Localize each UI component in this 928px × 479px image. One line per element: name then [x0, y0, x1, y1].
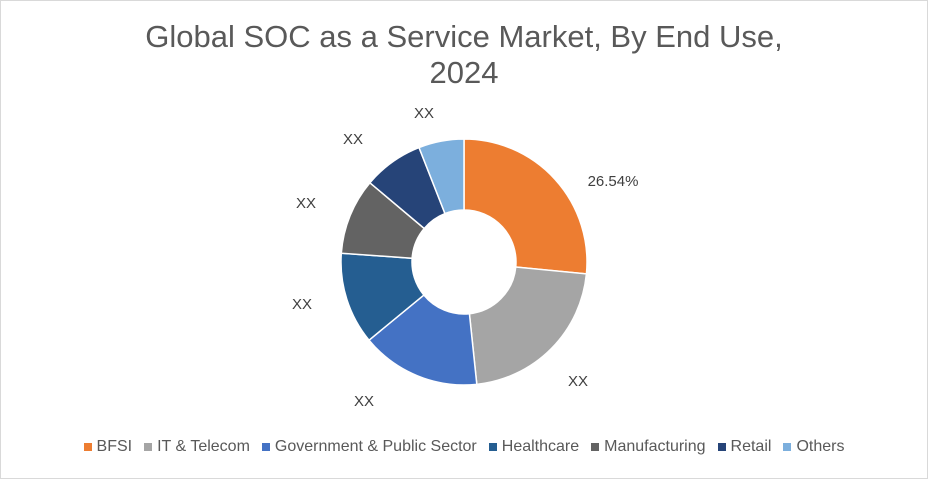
legend: BFSI IT & Telecom Government & Public Sect…	[1, 438, 927, 456]
legend-swatch	[488, 443, 497, 451]
chart-title-line-2: 2024	[429, 55, 499, 90]
legend-label: Retail	[730, 438, 772, 455]
data-label: XX	[292, 296, 312, 313]
legend-label: Others	[796, 438, 845, 455]
slice-others	[418, 138, 465, 215]
legend-swatch	[261, 443, 270, 451]
legend-label: Healthcare	[501, 438, 580, 455]
legend-label: BFSI	[96, 438, 133, 455]
data-label: XX	[354, 393, 374, 410]
legend-item: BFSI	[83, 438, 133, 456]
legend-item: Healthcare	[488, 438, 580, 456]
legend-swatch	[144, 443, 153, 451]
chart-title: Global SOC as a Service Market, By End U…	[1, 19, 927, 91]
legend-label: IT & Telecom	[157, 438, 250, 455]
data-label: 26.54%	[588, 173, 639, 190]
slice-it-telecom	[468, 266, 588, 386]
legend-item: Others	[783, 438, 844, 456]
legend-swatch	[717, 443, 726, 451]
legend-swatch	[83, 443, 92, 451]
legend-item: IT & Telecom	[144, 438, 250, 456]
legend-item: Manufacturing	[591, 438, 706, 456]
data-label: XX	[343, 131, 363, 148]
legend-swatch	[783, 443, 792, 451]
data-label: XX	[296, 195, 316, 212]
legend-label: Manufacturing	[604, 438, 706, 455]
legend-swatch	[591, 443, 600, 451]
slice-government-public-sector	[367, 293, 478, 386]
chart-title-line-1: Global SOC as a Service Market, By End U…	[145, 19, 783, 54]
legend-item: Retail	[717, 438, 772, 456]
slice-bfsi	[463, 138, 588, 275]
legend-label: Government & Public Sector	[274, 438, 477, 455]
data-label: XX	[414, 105, 434, 122]
data-label: XX	[568, 373, 588, 390]
legend-item: Government & Public Sector	[261, 438, 477, 456]
